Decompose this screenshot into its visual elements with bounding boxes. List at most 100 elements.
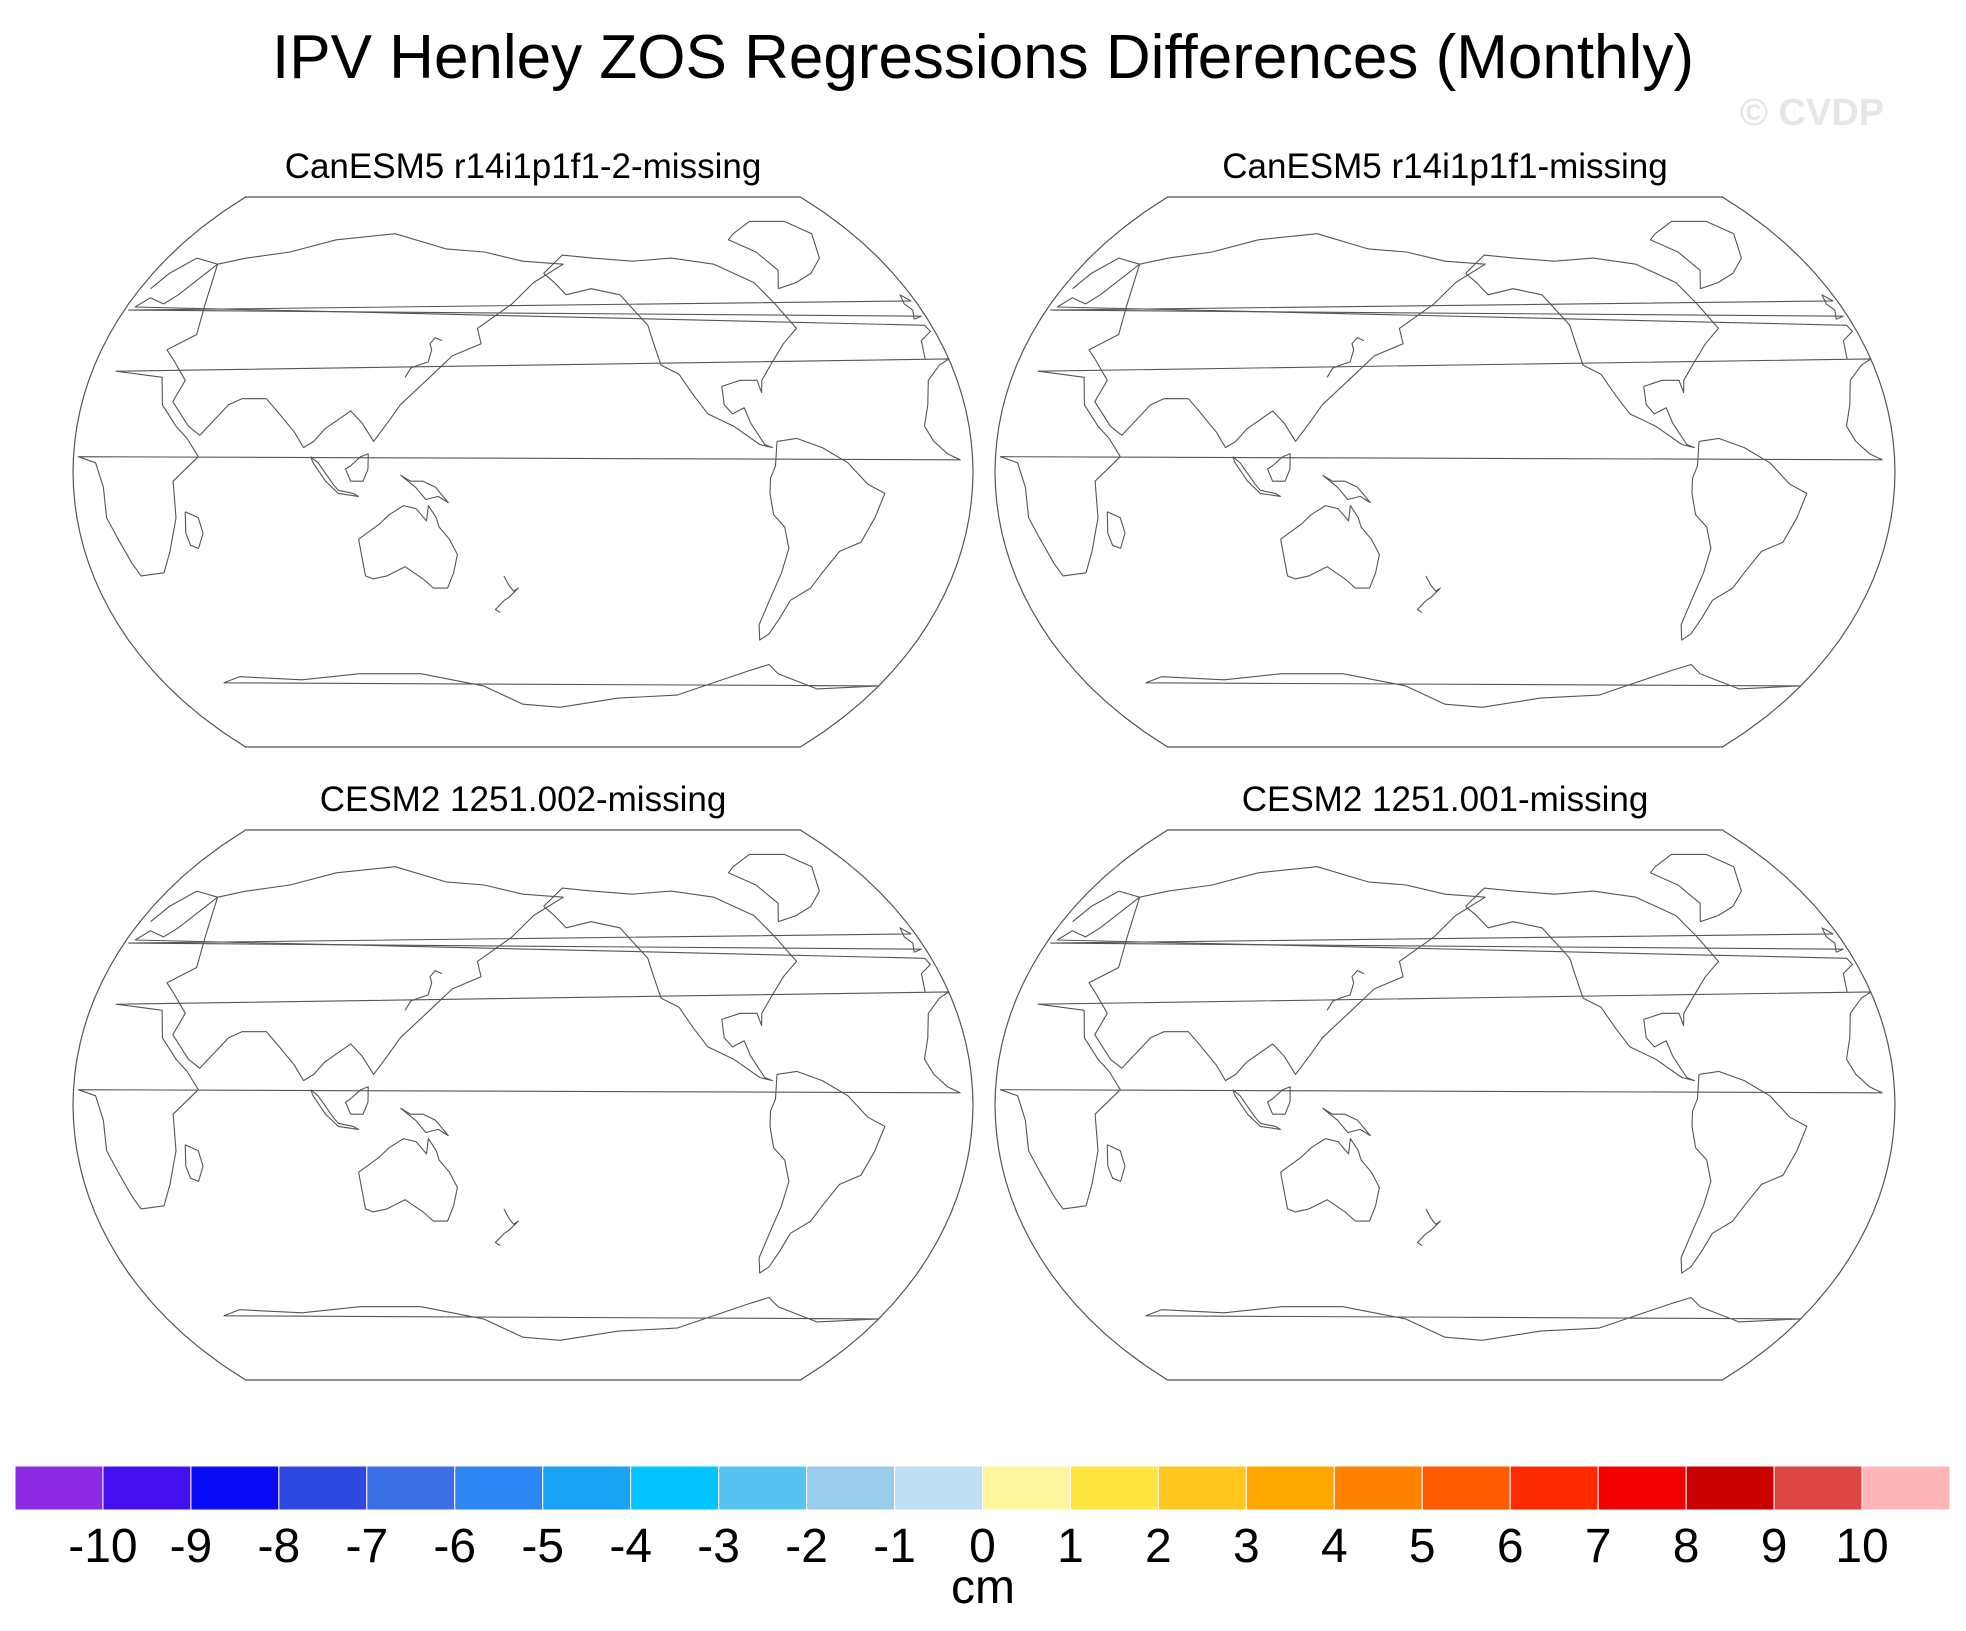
colorbar-box-2 bbox=[190, 1465, 280, 1511]
map-boundary bbox=[72, 196, 974, 748]
colorbar-box-9 bbox=[806, 1465, 896, 1511]
coast-europe bbox=[1056, 890, 1853, 993]
chart-title: IPV Henley ZOS Regressions Differences (… bbox=[272, 23, 1694, 92]
colorbar-tick-label: -6 bbox=[433, 1520, 476, 1573]
coast-south-america bbox=[1680, 1070, 1808, 1274]
colorbar-box-18 bbox=[1597, 1465, 1687, 1511]
coast-asia bbox=[166, 866, 564, 1082]
coast-new-zealand bbox=[494, 575, 519, 614]
colorbar-box-0 bbox=[14, 1465, 104, 1511]
colorbar-tick-label: 6 bbox=[1497, 1520, 1524, 1573]
colorbar-tick-label: 3 bbox=[1233, 1520, 1260, 1573]
colorbar-tick-label: -4 bbox=[609, 1520, 652, 1573]
map-panel-1 bbox=[72, 196, 974, 748]
coast-japan bbox=[404, 337, 443, 378]
colorbar-tick-label: -7 bbox=[345, 1520, 388, 1573]
colorbar-box-7 bbox=[630, 1465, 720, 1511]
colorbar-tick-label: 2 bbox=[1145, 1520, 1172, 1573]
coast-antarctica-north-rim bbox=[223, 663, 880, 708]
coast-borneo bbox=[344, 453, 369, 482]
colorbar-box-16 bbox=[1421, 1465, 1511, 1511]
coast-europe bbox=[134, 890, 931, 993]
colorbar-box-3 bbox=[278, 1465, 368, 1511]
coast-greenland bbox=[727, 853, 820, 923]
coast-borneo bbox=[1266, 1086, 1291, 1115]
colorbar-box-20 bbox=[1773, 1465, 1863, 1511]
coast-sumatra-java bbox=[310, 456, 359, 497]
coastlines bbox=[77, 853, 961, 1341]
coast-madagascar bbox=[1106, 511, 1126, 549]
coast-europe bbox=[1056, 257, 1853, 360]
coast-borneo bbox=[344, 1086, 369, 1115]
coast-new-zealand bbox=[494, 1208, 519, 1247]
colorbar-tick-label: 10 bbox=[1835, 1520, 1888, 1573]
coast-europe bbox=[134, 257, 931, 360]
coast-new-guinea bbox=[1322, 1107, 1371, 1137]
coast-greenland bbox=[1649, 220, 1742, 290]
colorbar-tick-label: 0 bbox=[969, 1520, 996, 1573]
colorbar-box-13 bbox=[1157, 1465, 1247, 1511]
coast-australia bbox=[358, 505, 458, 589]
coast-sumatra-java bbox=[310, 1089, 359, 1130]
coast-south-america bbox=[1680, 437, 1808, 641]
coast-asia bbox=[1088, 233, 1486, 449]
panel-title-4: CESM2 1251.001-missing bbox=[1241, 780, 1649, 819]
coast-north-america bbox=[1465, 887, 1720, 1082]
colorbar-tick-label: -9 bbox=[170, 1520, 213, 1573]
colorbar-box-8 bbox=[718, 1465, 808, 1511]
coast-australia bbox=[358, 1138, 458, 1222]
panel-title-1: CanESM5 r14i1p1f1-2-missing bbox=[284, 147, 762, 186]
colorbar-tick-label: -2 bbox=[785, 1520, 828, 1573]
coast-antarctica-north-rim bbox=[223, 1296, 880, 1341]
coast-uk bbox=[128, 294, 922, 320]
colorbar-box-17 bbox=[1509, 1465, 1599, 1511]
coast-africa bbox=[999, 358, 1883, 577]
colorbar-box-1 bbox=[102, 1465, 192, 1511]
coast-asia bbox=[166, 233, 564, 449]
map-panel-2 bbox=[994, 196, 1896, 748]
coast-japan bbox=[404, 970, 443, 1011]
coast-madagascar bbox=[184, 1144, 204, 1182]
panel-title-2: CanESM5 r14i1p1f1-missing bbox=[1222, 147, 1668, 186]
coastlines bbox=[999, 220, 1883, 708]
colorbar-box-14 bbox=[1245, 1465, 1335, 1511]
coast-north-america bbox=[543, 887, 798, 1082]
colorbar-tick-label: 9 bbox=[1761, 1520, 1788, 1573]
map-panel-3 bbox=[72, 829, 974, 1381]
colorbar-tick-label: 4 bbox=[1321, 1520, 1348, 1573]
colorbar-box-21 bbox=[1861, 1465, 1951, 1511]
coast-new-guinea bbox=[1322, 474, 1371, 504]
coast-greenland bbox=[727, 220, 820, 290]
coast-greenland bbox=[1649, 853, 1742, 923]
colorbar-box-19 bbox=[1685, 1465, 1775, 1511]
colorbar-tick-label: 8 bbox=[1673, 1520, 1700, 1573]
coastlines bbox=[999, 853, 1883, 1341]
coastlines bbox=[77, 220, 961, 708]
colorbar-box-10 bbox=[894, 1465, 983, 1511]
coast-australia bbox=[1280, 505, 1380, 589]
coast-uk bbox=[1050, 927, 1844, 953]
coast-north-america bbox=[1465, 254, 1720, 449]
colorbar-tick-label: -5 bbox=[521, 1520, 564, 1573]
coast-africa bbox=[77, 358, 961, 577]
watermark: © CVDP bbox=[1740, 92, 1885, 134]
coast-japan bbox=[1326, 970, 1365, 1011]
map-panel-4 bbox=[994, 829, 1896, 1381]
coast-north-america bbox=[543, 254, 798, 449]
colorbar-tick-label: -8 bbox=[258, 1520, 301, 1573]
coast-borneo bbox=[1266, 453, 1291, 482]
colorbar-box-5 bbox=[454, 1465, 544, 1511]
colorbar-box-11 bbox=[982, 1465, 1071, 1511]
colorbar-box-4 bbox=[366, 1465, 456, 1511]
colorbar-tick-label: 1 bbox=[1057, 1520, 1084, 1573]
coast-africa bbox=[999, 991, 1883, 1210]
coast-new-zealand bbox=[1416, 575, 1441, 614]
coast-new-zealand bbox=[1416, 1208, 1441, 1247]
colorbar-box-6 bbox=[542, 1465, 632, 1511]
map-boundary bbox=[72, 829, 974, 1381]
coast-madagascar bbox=[184, 511, 204, 549]
colorbar-tick-label: -3 bbox=[697, 1520, 740, 1573]
coast-africa bbox=[77, 991, 961, 1210]
coast-uk bbox=[1050, 294, 1844, 320]
colorbar-tick-label: 5 bbox=[1409, 1520, 1436, 1573]
